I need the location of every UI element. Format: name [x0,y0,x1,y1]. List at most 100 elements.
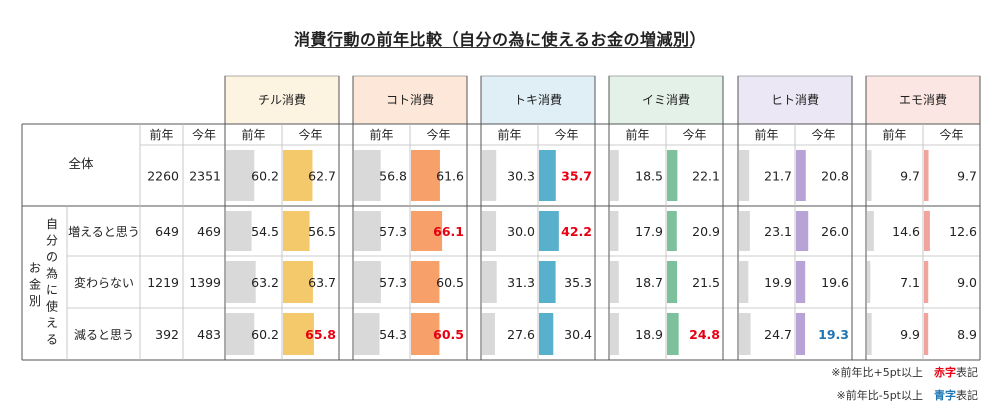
curr-header-3: 今年 [554,127,578,142]
bar-curr-2-2 [411,211,443,251]
value-prev-4-2: 17.9 [635,224,663,239]
bar-curr-5-1 [796,150,806,201]
bar-curr-5-4 [796,313,806,355]
n-curr-header: 今年 [192,127,216,142]
note-blue-suffix: 表記 [956,389,978,402]
category-label-3: トキ消費 [514,92,562,107]
bar-curr-5-2 [796,211,809,251]
category-header-2 [352,75,468,125]
bar-curr-3-4 [539,313,554,355]
value-curr-2-1: 61.6 [436,169,464,184]
value-curr-5-1: 20.8 [821,169,849,184]
bar-prev-3-1 [482,150,497,201]
n-curr-2: 469 [197,224,221,239]
value-curr-3-3: 35.3 [564,275,592,290]
curr-header-5: 今年 [811,127,835,142]
bar-curr-4-1 [667,150,678,201]
side-label2-char-3: 別 [29,294,41,308]
row-label-2: 増えると思う [68,225,140,239]
side-label-char-4: 為 [46,267,58,281]
bar-curr-2-3 [411,261,440,303]
n-prev-3: 1219 [147,275,179,290]
bar-curr-3-2 [539,211,559,251]
category-header-6 [865,75,981,125]
note-blue-prefix: ※前年比-5pt以上 [836,389,923,402]
value-prev-1-3: 63.2 [251,275,279,290]
value-curr-6-3: 9.0 [957,275,977,290]
row-label-1: 全体 [68,156,94,171]
bar-prev-6-4 [867,313,872,355]
bar-curr-1-4 [283,313,314,355]
bar-prev-4-2 [610,211,619,251]
curr-header-6: 今年 [939,127,963,142]
n-prev-4: 392 [155,327,179,342]
note-red: ※前年比+5pt以上 赤字表記 [831,364,978,380]
value-curr-1-2: 56.5 [308,224,336,239]
curr-header-4: 今年 [682,127,706,142]
bar-prev-4-4 [610,313,619,355]
n-prev-header: 前年 [149,127,173,142]
value-curr-4-2: 20.9 [692,224,720,239]
side-label-char-1: 自 [46,217,58,231]
bar-curr-6-4 [924,313,929,355]
value-curr-3-2: 42.2 [561,224,592,239]
value-curr-4-3: 21.5 [692,275,720,290]
side-label-char-3: の [46,250,58,264]
bar-curr-6-3 [924,261,929,303]
bar-prev-2-2 [354,211,381,251]
bar-curr-3-1 [539,150,556,201]
bar-curr-2-4 [411,313,440,355]
bar-prev-1-3 [226,261,256,303]
bar-curr-4-3 [667,261,678,303]
side-label-char-2: 分 [46,234,58,248]
bar-curr-4-2 [667,211,677,251]
value-curr-6-1: 9.7 [957,169,977,184]
value-prev-5-1: 21.7 [764,169,792,184]
row-label-3: 変わらない [74,275,134,290]
bar-prev-2-3 [354,261,381,303]
value-curr-3-4: 30.4 [564,327,592,342]
value-prev-3-3: 31.3 [507,275,535,290]
value-curr-5-3: 19.6 [821,275,849,290]
value-prev-4-1: 18.5 [635,169,663,184]
bar-curr-3-3 [539,261,556,303]
category-label-1: チル消費 [258,92,306,107]
value-prev-6-3: 7.1 [900,275,920,290]
value-prev-6-1: 9.7 [900,169,920,184]
value-prev-4-3: 18.7 [635,275,663,290]
value-prev-1-2: 54.5 [251,224,279,239]
value-curr-5-4: 19.3 [818,327,849,342]
value-curr-2-4: 60.5 [433,327,464,342]
side-label2-char-1: お [29,261,41,275]
bar-prev-6-1 [867,150,872,201]
bar-prev-5-2 [739,211,750,251]
value-curr-3-1: 35.7 [561,169,592,184]
value-prev-2-2: 57.3 [379,224,407,239]
side-label2-char-2: 金 [29,277,41,292]
bar-prev-4-1 [610,150,619,201]
note-blue: ※前年比-5pt以上 青字表記 [837,387,978,403]
note-red-suffix: 表記 [956,366,978,379]
value-prev-5-2: 23.1 [764,224,792,239]
prev-header-6: 前年 [882,127,906,142]
row-label-4: 減ると思う [74,327,134,342]
bar-prev-6-2 [867,211,874,251]
value-prev-2-3: 57.3 [379,275,407,290]
prev-header-1: 前年 [241,127,265,142]
category-label-5: ヒト消費 [771,92,819,107]
side-label-char-5: に [46,283,58,297]
value-prev-6-4: 9.9 [900,327,920,342]
n-prev-1: 2260 [147,169,179,184]
bar-prev-1-2 [226,211,252,251]
bar-curr-2-1 [411,150,440,201]
bar-curr-6-1 [924,150,929,201]
bar-curr-5-3 [796,261,806,303]
value-curr-5-2: 26.0 [821,224,849,239]
bar-prev-2-4 [354,313,380,355]
value-curr-1-1: 62.7 [308,169,336,184]
chart-title: 消費行動の前年比較（自分の為に使えるお金の増減別） [293,30,707,49]
value-curr-2-2: 66.1 [433,224,464,239]
bar-prev-2-1 [354,150,381,201]
value-curr-1-4: 65.8 [305,327,336,342]
